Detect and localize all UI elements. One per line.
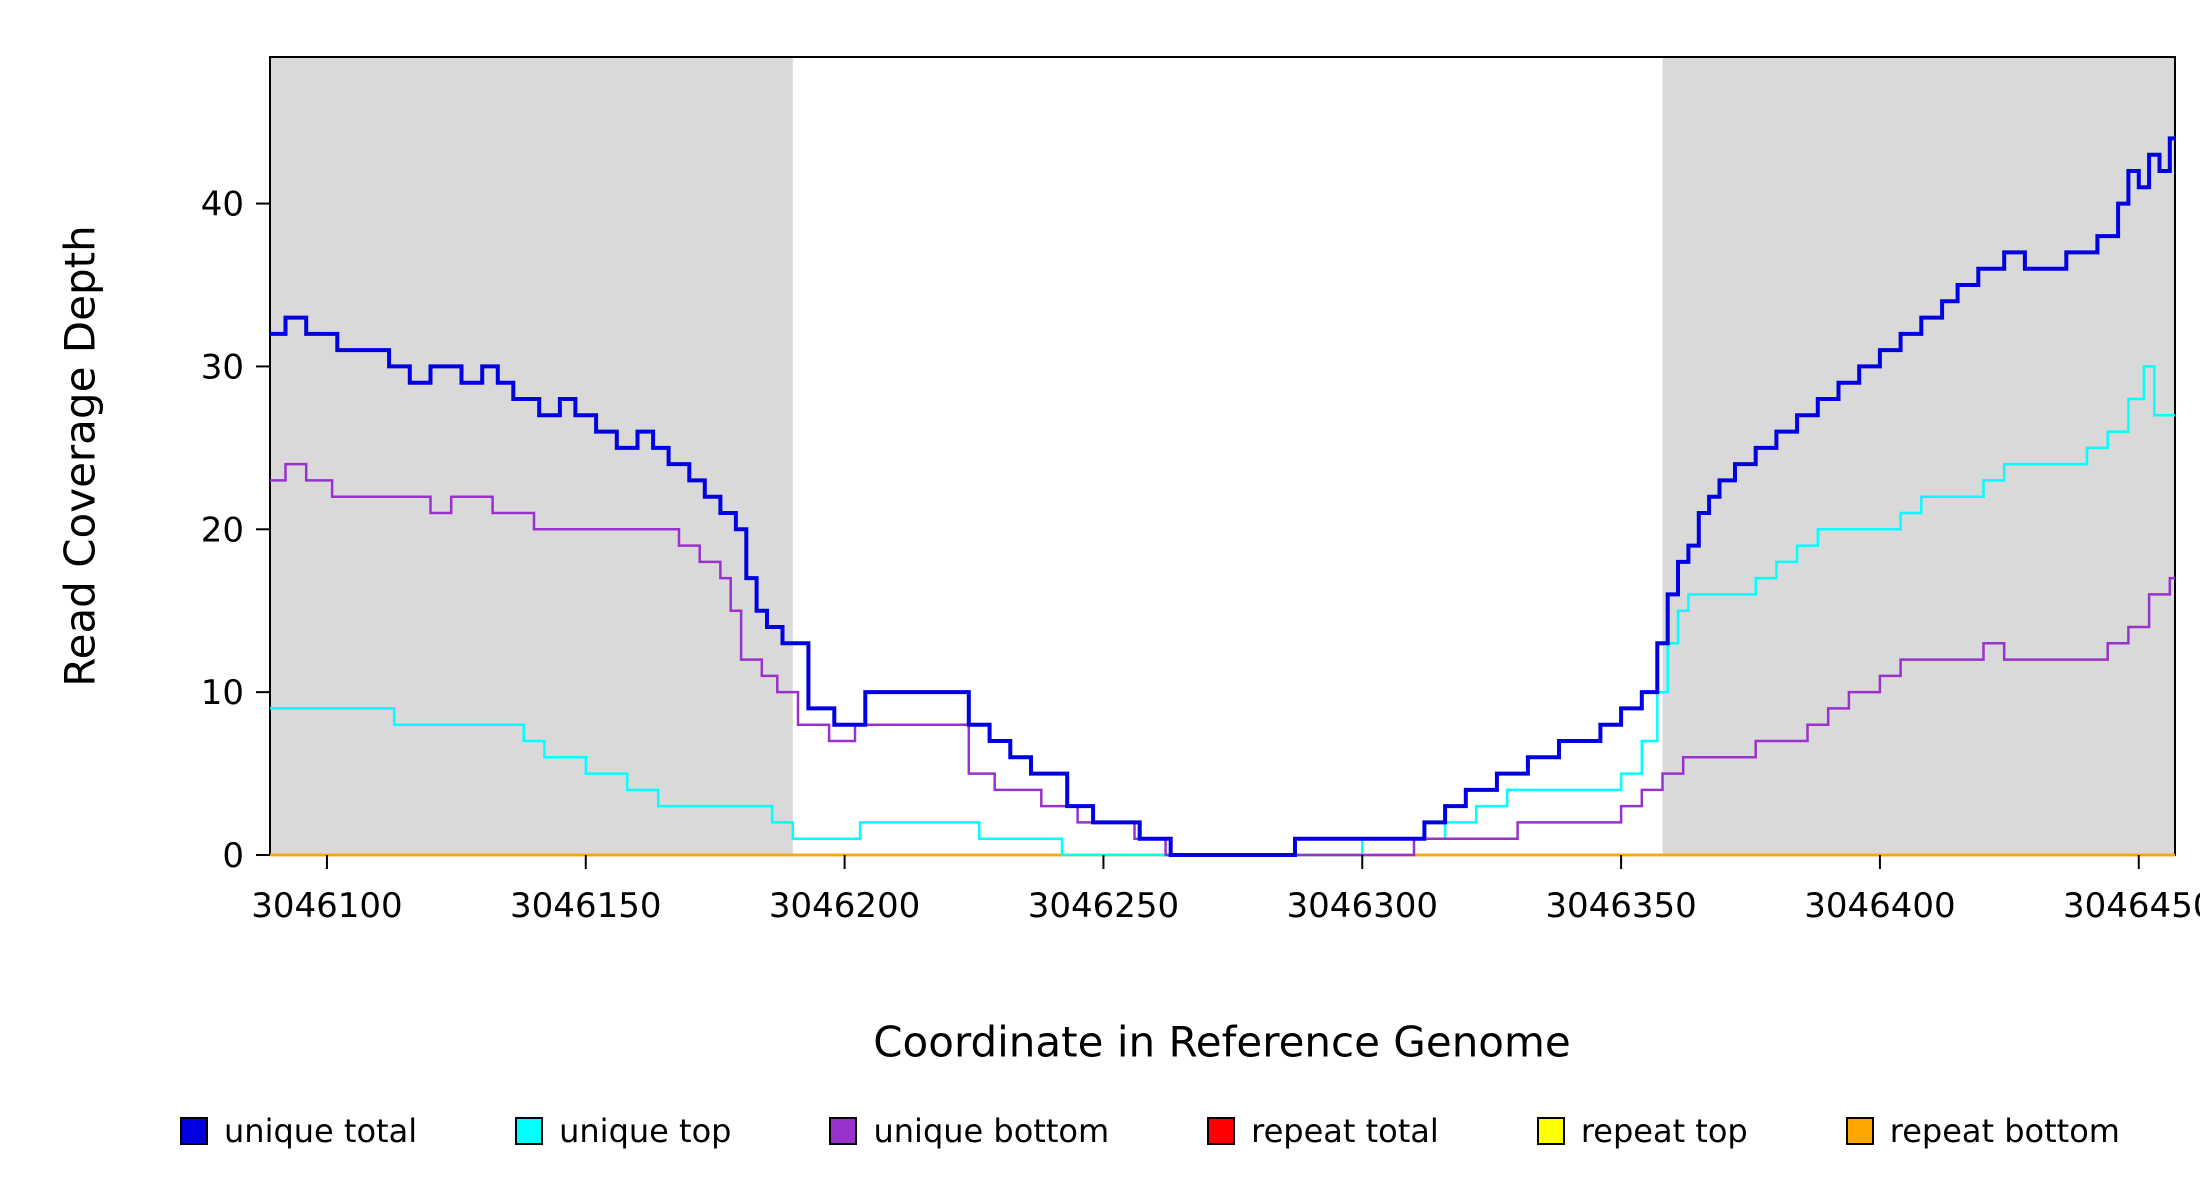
legend-label: unique bottom — [873, 1112, 1110, 1150]
legend-item-unique-top: unique top — [515, 1112, 731, 1150]
x-tick-label: 3046300 — [1287, 886, 1438, 926]
y-tick-label: 40 — [201, 185, 244, 225]
legend-swatch-repeat-total — [1207, 1117, 1236, 1145]
legend-swatch-repeat-bottom — [1845, 1117, 1874, 1145]
x-tick-label: 3046250 — [1028, 886, 1179, 926]
coverage-plot: 3046100 3046150 3046200 3046250 3046300 30463… — [201, 56, 2200, 926]
y-tick-label: 20 — [201, 510, 244, 550]
series-unique-top — [270, 365, 2175, 857]
x-tick-label: 3046100 — [251, 886, 402, 926]
legend-swatch-unique-top — [515, 1117, 544, 1145]
shaded-region — [270, 57, 793, 855]
legend-item-repeat-top: repeat top — [1536, 1112, 1748, 1150]
legend-item-repeat-total: repeat total — [1207, 1112, 1439, 1150]
legend-swatch-unique-total — [180, 1117, 208, 1145]
series-unique-total — [270, 136, 2175, 857]
legend-label: repeat total — [1251, 1112, 1439, 1150]
y-axis-title: Read Coverage Depth — [55, 225, 105, 687]
x-tick-label: 3046350 — [1545, 886, 1696, 926]
y-tick-label: 10 — [201, 673, 244, 713]
legend-label: unique total — [224, 1112, 418, 1150]
legend-item-unique-bottom: unique bottom — [829, 1112, 1109, 1150]
legend-label: unique top — [559, 1112, 732, 1150]
y-tick-label: 30 — [201, 347, 244, 387]
x-tick-label: 3046150 — [510, 886, 661, 926]
x-axis-title: Coordinate in Reference Genome — [873, 1017, 1571, 1067]
legend: unique total unique top unique bottom repea… — [180, 1112, 2120, 1150]
y-tick-label: 0 — [222, 836, 244, 876]
legend-label: repeat top — [1580, 1112, 1748, 1150]
x-tick-label: 3046400 — [1804, 886, 1955, 926]
x-tick-label: 3046200 — [769, 886, 920, 926]
legend-label: repeat bottom — [1889, 1112, 2120, 1150]
legend-swatch-repeat-top — [1536, 1117, 1565, 1145]
legend-item-unique-total: unique total — [180, 1112, 417, 1150]
legend-item-repeat-bottom: repeat bottom — [1845, 1112, 2120, 1150]
series-unique-bottom — [270, 462, 2175, 857]
legend-swatch-unique-bottom — [829, 1117, 858, 1145]
shaded-region — [1662, 57, 2175, 855]
x-tick-label: 3046450 — [2063, 886, 2200, 926]
